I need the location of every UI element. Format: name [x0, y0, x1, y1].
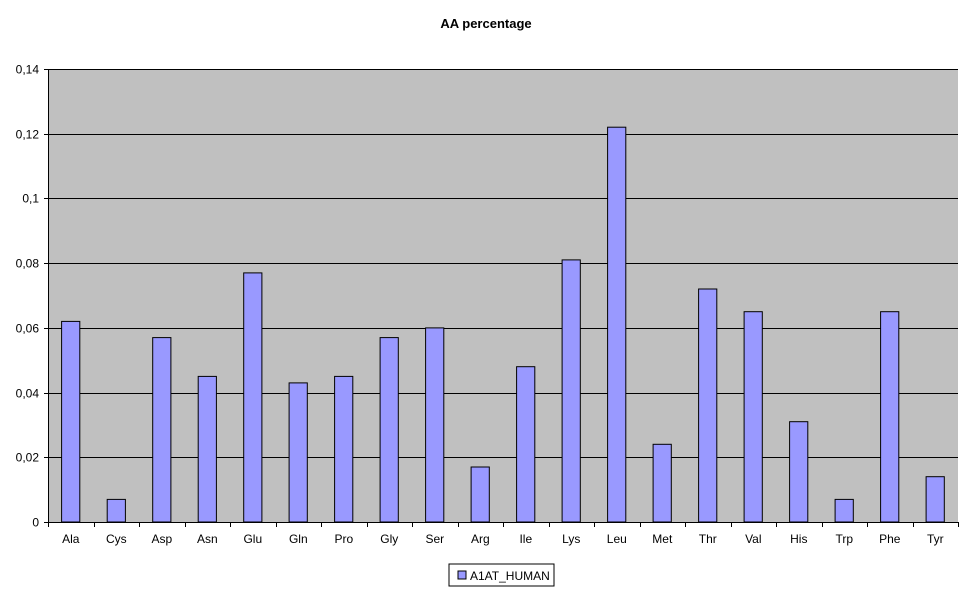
- x-tick-label: Pro: [334, 532, 353, 546]
- plot-area: [48, 69, 958, 522]
- chart-title: AA percentage: [440, 16, 531, 31]
- x-tick-label: Lys: [562, 532, 580, 546]
- bar-ala: [61, 320, 81, 523]
- bar-cys: [106, 498, 126, 523]
- x-tick-label: Gln: [289, 532, 308, 546]
- y-tick-label: 0,12: [16, 128, 40, 142]
- bar-gln: [288, 382, 308, 523]
- y-tick-label: 0,1: [22, 192, 39, 206]
- axes: [44, 69, 959, 527]
- y-tick-label: 0,04: [16, 387, 40, 401]
- x-tick-label: Phe: [879, 532, 901, 546]
- bar-glu: [243, 272, 263, 523]
- bar-tyr: [925, 476, 945, 523]
- bar-his: [789, 421, 809, 523]
- x-tick-label: Arg: [471, 532, 490, 546]
- x-tick-label: Glu: [243, 532, 262, 546]
- y-tick-label: 0,14: [16, 63, 40, 77]
- x-tick-label: Ala: [62, 532, 80, 546]
- y-tick-labels: 0 0,02 0,04 0,06 0,08 0,1 0,12 0,14: [16, 63, 40, 530]
- y-tick-label: 0: [32, 516, 39, 530]
- y-tick-label: 0,02: [16, 451, 40, 465]
- x-tick-label: Thr: [699, 532, 717, 546]
- bar-val: [743, 311, 763, 523]
- bar-trp: [834, 498, 854, 523]
- bar-leu: [607, 126, 627, 523]
- bar-arg: [470, 466, 490, 523]
- bar-ser: [425, 327, 445, 523]
- x-tick-label: Gly: [380, 532, 398, 546]
- legend-box: [448, 563, 555, 587]
- bar-lys: [561, 259, 581, 523]
- bar-pro: [334, 375, 354, 523]
- x-tick-label: His: [790, 532, 807, 546]
- legend-swatch: [457, 570, 467, 580]
- x-tick-label: Met: [652, 532, 673, 546]
- bar-asn: [197, 375, 217, 523]
- legend-label: A1AT_HUMAN: [470, 569, 550, 583]
- bar-phe: [880, 311, 900, 523]
- x-tick-label: Ile: [519, 532, 532, 546]
- x-tick-label: Cys: [106, 532, 127, 546]
- x-tick-label: Trp: [836, 532, 854, 546]
- bar-asp: [152, 337, 172, 523]
- x-tick-label: Leu: [607, 532, 627, 546]
- x-tick-label: Tyr: [927, 532, 944, 546]
- bar-met: [652, 443, 672, 523]
- x-tick-labels: Ala Cys Asp Asn Glu Gln Pro Gly Ser Arg Ile Lys Leu M…: [62, 532, 944, 546]
- y-tick-label: 0,06: [16, 322, 40, 336]
- bar-gly: [379, 337, 399, 523]
- x-tick-label: Asp: [151, 532, 172, 546]
- x-tick-label: Val: [745, 532, 761, 546]
- x-tick-label: Asn: [197, 532, 218, 546]
- x-tick-label: Ser: [425, 532, 444, 546]
- bar-thr: [698, 288, 718, 523]
- bars: [61, 126, 945, 523]
- bar-ile: [516, 366, 536, 523]
- legend: A1AT_HUMAN: [448, 563, 555, 587]
- y-tick-label: 0,08: [16, 257, 40, 271]
